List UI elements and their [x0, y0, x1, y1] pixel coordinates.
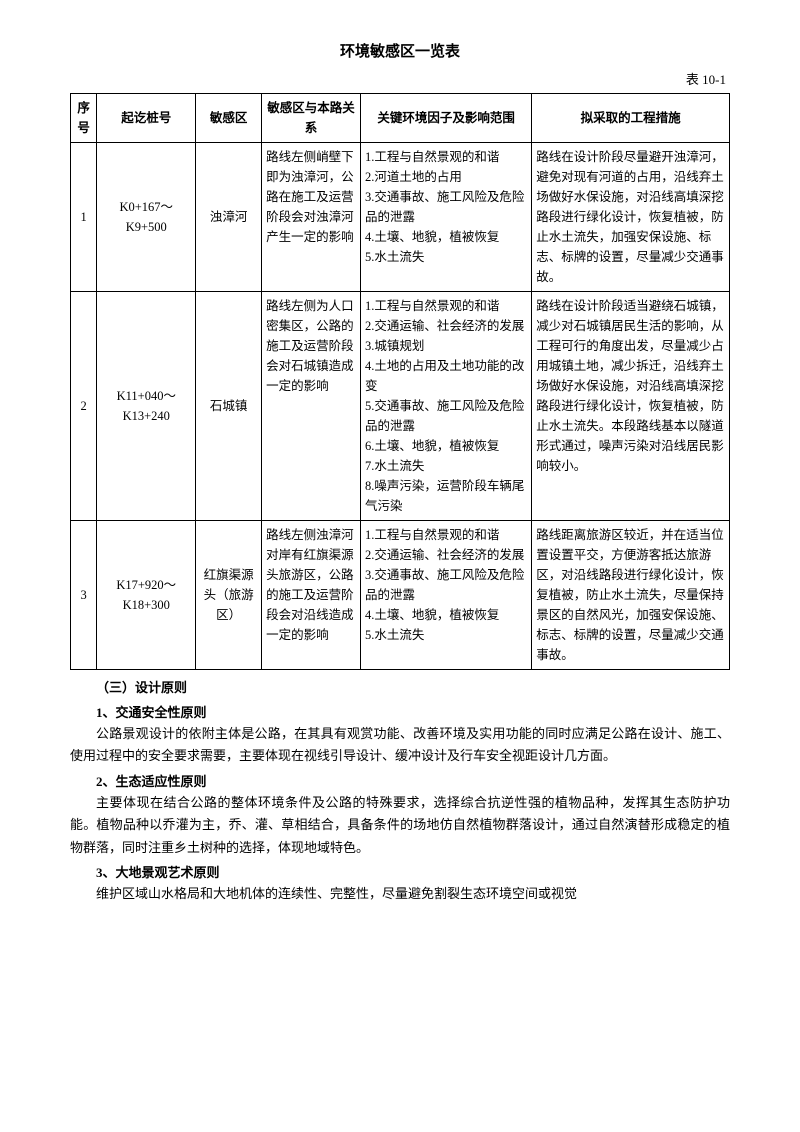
- table-row: 1 K0+167～K9+500 浊漳河 路线左侧峭壁下即为浊漳河，公路在施工及运…: [71, 142, 730, 291]
- cell-area: 红旗渠源头（旅游区）: [196, 520, 262, 669]
- page-title: 环境敏感区一览表: [70, 40, 730, 64]
- table-row: 3 K17+920～K18+300 红旗渠源头（旅游区） 路线左侧浊漳河对岸有红…: [71, 520, 730, 669]
- cell-seq: 3: [71, 520, 97, 669]
- th-seq: 序号: [71, 93, 97, 142]
- sensitive-areas-table: 序号 起讫桩号 敏感区 敏感区与本路关系 关键环境因子及影响范围 拟采取的工程措…: [70, 93, 730, 670]
- subsection-3-text: 维护区域山水格局和大地机体的连续性、完整性，尽量避免割裂生态环境空间或视觉: [70, 883, 730, 905]
- cell-relation: 路线左侧浊漳河对岸有红旗渠源头旅游区，公路的施工及运营阶段会对沿线造成一定的影响: [262, 520, 361, 669]
- cell-factors: 1.工程与自然景观的和谐2.交通运输、社会经济的发展3.城镇规划4.土地的占用及…: [360, 291, 531, 520]
- cell-station: K0+167～K9+500: [97, 142, 196, 291]
- section-3-title: （三）设计原则: [70, 678, 730, 699]
- cell-area: 浊漳河: [196, 142, 262, 291]
- table-row: 2 K11+040～K13+240 石城镇 路线左侧为人口密集区，公路的施工及运…: [71, 291, 730, 520]
- cell-station: K11+040～K13+240: [97, 291, 196, 520]
- cell-measures: 路线在设计阶段尽量避开浊漳河，避免对现有河道的占用，沿线弃土场做好水保设施，对沿…: [532, 142, 730, 291]
- th-area: 敏感区: [196, 93, 262, 142]
- cell-factors: 1.工程与自然景观的和谐2.河道土地的占用3.交通事故、施工风险及危险品的泄露4…: [360, 142, 531, 291]
- subsection-3-title: 3、大地景观艺术原则: [70, 863, 730, 884]
- cell-measures: 路线在设计阶段适当避绕石城镇，减少对石城镇居民生活的影响，从工程可行的角度出发，…: [532, 291, 730, 520]
- subsection-1-text: 公路景观设计的依附主体是公路，在其具有观赏功能、改善环境及实用功能的同时应满足公…: [70, 723, 730, 767]
- th-measures: 拟采取的工程措施: [532, 93, 730, 142]
- subsection-2-text: 主要体现在结合公路的整体环境条件及公路的特殊要求，选择综合抗逆性强的植物品种，发…: [70, 792, 730, 858]
- th-station: 起讫桩号: [97, 93, 196, 142]
- cell-factors: 1.工程与自然景观的和谐2.交通运输、社会经济的发展3.交通事故、施工风险及危险…: [360, 520, 531, 669]
- cell-seq: 2: [71, 291, 97, 520]
- table-label: 表 10-1: [70, 70, 730, 91]
- table-header-row: 序号 起讫桩号 敏感区 敏感区与本路关系 关键环境因子及影响范围 拟采取的工程措…: [71, 93, 730, 142]
- cell-relation: 路线左侧峭壁下即为浊漳河，公路在施工及运营阶段会对浊漳河产生一定的影响: [262, 142, 361, 291]
- th-factors: 关键环境因子及影响范围: [360, 93, 531, 142]
- subsection-2-title: 2、生态适应性原则: [70, 772, 730, 793]
- cell-measures: 路线距离旅游区较近，并在适当位置设置平交，方便游客抵达旅游区，对沿线路段进行绿化…: [532, 520, 730, 669]
- cell-station: K17+920～K18+300: [97, 520, 196, 669]
- cell-area: 石城镇: [196, 291, 262, 520]
- th-relation: 敏感区与本路关系: [262, 93, 361, 142]
- subsection-1-title: 1、交通安全性原则: [70, 703, 730, 724]
- cell-seq: 1: [71, 142, 97, 291]
- cell-relation: 路线左侧为人口密集区，公路的施工及运营阶段会对石城镇造成一定的影响: [262, 291, 361, 520]
